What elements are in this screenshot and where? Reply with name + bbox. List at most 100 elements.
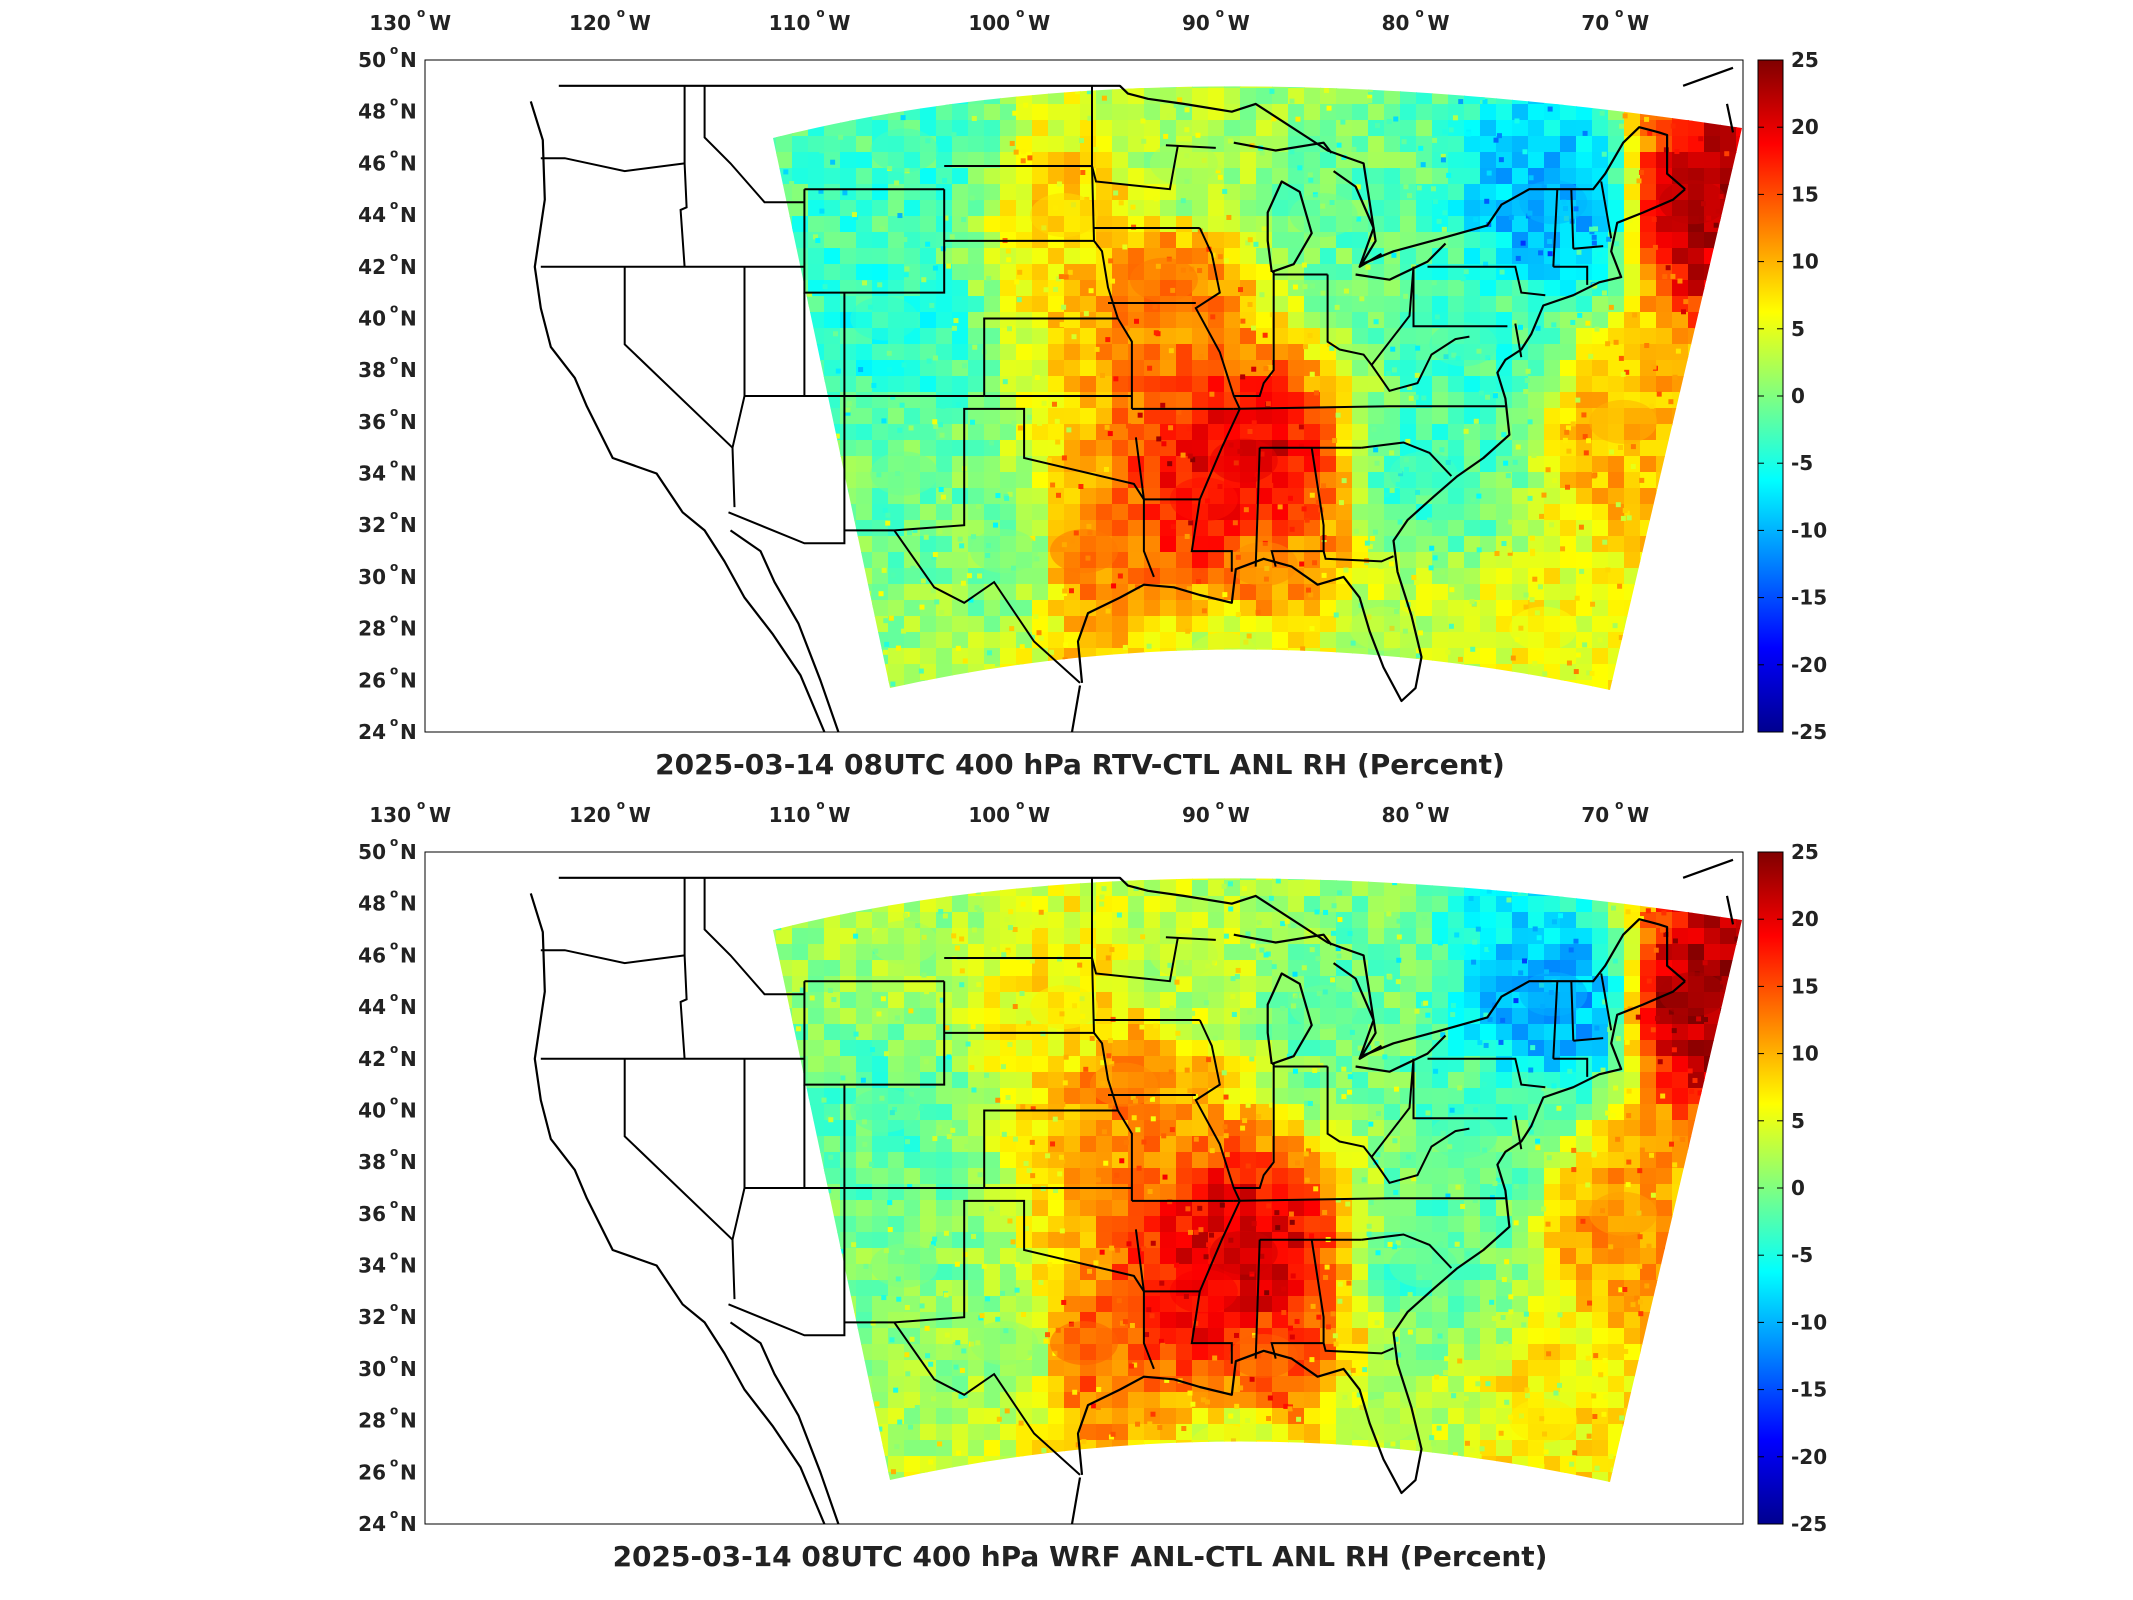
- region-mark-mid-south-maximum: [1209, 438, 1278, 483]
- region-mark-gulf-coast: [1229, 1334, 1298, 1378]
- colorbar-tick-label: 0: [1791, 1176, 1805, 1200]
- svg-text:28: 28: [358, 617, 386, 641]
- svg-text:N: N: [400, 462, 417, 486]
- region-mark-great-lakes: [1289, 985, 1358, 1030]
- y-tick-label: 24 o N: [358, 715, 417, 744]
- region-mark-upper-midwest: [1149, 933, 1218, 978]
- svg-text:50: 50: [358, 48, 386, 72]
- region-mark-florida: [1349, 1398, 1418, 1443]
- svg-text:N: N: [400, 720, 417, 744]
- colorbar-tick-label: 15: [1791, 182, 1819, 206]
- region-mark-central-plains: [1129, 257, 1198, 302]
- svg-text:N: N: [400, 565, 417, 589]
- y-tick-label: 42 o N: [358, 250, 417, 279]
- coastline-and-borders: [529, 858, 1735, 1525]
- region-mark-central-plains: [1089, 1062, 1158, 1107]
- svg-text:o: o: [390, 560, 398, 574]
- region-mark-mid-atlantic: [1429, 322, 1498, 367]
- x-tick-label: 130 o W: [369, 6, 451, 35]
- region-mark-northeast-minimum: [1519, 180, 1588, 225]
- svg-text:32: 32: [358, 513, 386, 537]
- colorbar-tick-label: 20: [1791, 907, 1819, 931]
- svg-text:48: 48: [358, 100, 386, 124]
- region-mark-mid-atlantic: [1429, 1114, 1498, 1159]
- y-tick-label: 36 o N: [358, 1197, 417, 1226]
- y-tick-label: 36 o N: [358, 405, 417, 434]
- x-tick-label: 110 o W: [769, 798, 851, 827]
- colorbar-tick-label: 0: [1791, 384, 1805, 408]
- region-mark-new-england-maximum: [1659, 972, 1728, 1017]
- y-tick-label: 42 o N: [358, 1042, 417, 1071]
- x-tick-label: 110 o W: [769, 6, 851, 35]
- colorbar-tick-label: -15: [1791, 586, 1827, 610]
- rh-difference-field: [773, 86, 1742, 690]
- x-tick-label: 70 o W: [1581, 798, 1649, 827]
- region-mark-atlantic-east: [1589, 1191, 1658, 1236]
- svg-text:N: N: [400, 151, 417, 175]
- colorbar-tick-label: 5: [1791, 317, 1805, 341]
- svg-text:24: 24: [358, 720, 386, 744]
- chart-title: 2025-03-14 08UTC 400 hPa WRF ANL-CTL ANL…: [613, 1540, 1548, 1573]
- svg-text:80: 80: [1382, 11, 1410, 35]
- region-mark-montana: [870, 920, 939, 965]
- y-tick-label: 26 o N: [358, 663, 417, 692]
- svg-text:N: N: [400, 100, 417, 124]
- svg-text:o: o: [1615, 6, 1623, 20]
- y-tick-label: 28 o N: [358, 612, 417, 641]
- svg-text:90: 90: [1182, 11, 1210, 35]
- state-borders: [540, 85, 1613, 684]
- region-mark-great-lakes: [1289, 193, 1358, 238]
- svg-text:W: W: [629, 11, 651, 35]
- region-mark-rockies: [850, 296, 919, 341]
- colorbar-tick-label: 25: [1791, 840, 1819, 864]
- y-tick-label: 40 o N: [358, 1093, 417, 1122]
- svg-text:o: o: [390, 250, 398, 264]
- region-mark-southern-plains-band: [1050, 529, 1118, 574]
- y-tick-label: 50 o N: [358, 43, 417, 72]
- colorbar-tick-label: 10: [1791, 1042, 1819, 1066]
- svg-text:o: o: [1216, 6, 1224, 20]
- y-tick-label: 40 o N: [358, 301, 417, 330]
- svg-text:o: o: [390, 146, 398, 160]
- colorbar-tick-label: 20: [1791, 115, 1819, 139]
- y-tick-label: 30 o N: [358, 1352, 417, 1381]
- svg-text:N: N: [400, 617, 417, 641]
- wrf-ctl-map-chart: 130 o W 120 o W 110 o W 100 o W 90 o W 80 o W 70 o W 50 o N 48 o N…: [358, 798, 1827, 1573]
- region-mark-southwest: [870, 451, 939, 496]
- region-mark-southwest: [870, 1243, 939, 1288]
- y-tick-label: 34 o N: [358, 457, 417, 486]
- svg-text:N: N: [400, 306, 417, 330]
- colorbar-tick-label: 15: [1791, 974, 1819, 998]
- svg-text:N: N: [400, 513, 417, 537]
- x-tick-label: 130 o W: [369, 798, 451, 827]
- colorbar-tick-label: -20: [1791, 1445, 1827, 1469]
- svg-text:o: o: [390, 43, 398, 57]
- svg-text:130: 130: [369, 11, 411, 35]
- svg-text:36: 36: [358, 410, 386, 434]
- svg-text:110: 110: [769, 11, 811, 35]
- x-tick-label: 90 o W: [1182, 6, 1250, 35]
- region-mark-atlantic-east: [1589, 399, 1658, 444]
- svg-text:o: o: [417, 6, 425, 20]
- x-tick-label: 70 o W: [1581, 6, 1649, 35]
- y-tick-label: 44 o N: [358, 990, 417, 1019]
- x-tick-label: 120 o W: [569, 6, 651, 35]
- x-tick-label: 80 o W: [1382, 798, 1450, 827]
- svg-text:46: 46: [358, 151, 386, 175]
- y-tick-label: 46 o N: [358, 938, 417, 967]
- y-tick-label: 28 o N: [358, 1404, 417, 1433]
- region-mark-mid-south-maximum: [1209, 1230, 1278, 1275]
- svg-text:N: N: [400, 410, 417, 434]
- region-mark-atlantic-south: [1509, 606, 1578, 651]
- svg-text:o: o: [390, 405, 398, 419]
- svg-text:o: o: [390, 663, 398, 677]
- colorbar-tick-label: 10: [1791, 250, 1819, 274]
- svg-text:40: 40: [358, 306, 386, 330]
- svg-text:38: 38: [358, 358, 386, 382]
- svg-text:N: N: [400, 48, 417, 72]
- x-tick-label: 90 o W: [1182, 798, 1250, 827]
- svg-text:W: W: [828, 11, 850, 35]
- region-mark-northern-plains: [1030, 193, 1099, 238]
- y-tick-label: 38 o N: [358, 1145, 417, 1174]
- svg-text:N: N: [400, 358, 417, 382]
